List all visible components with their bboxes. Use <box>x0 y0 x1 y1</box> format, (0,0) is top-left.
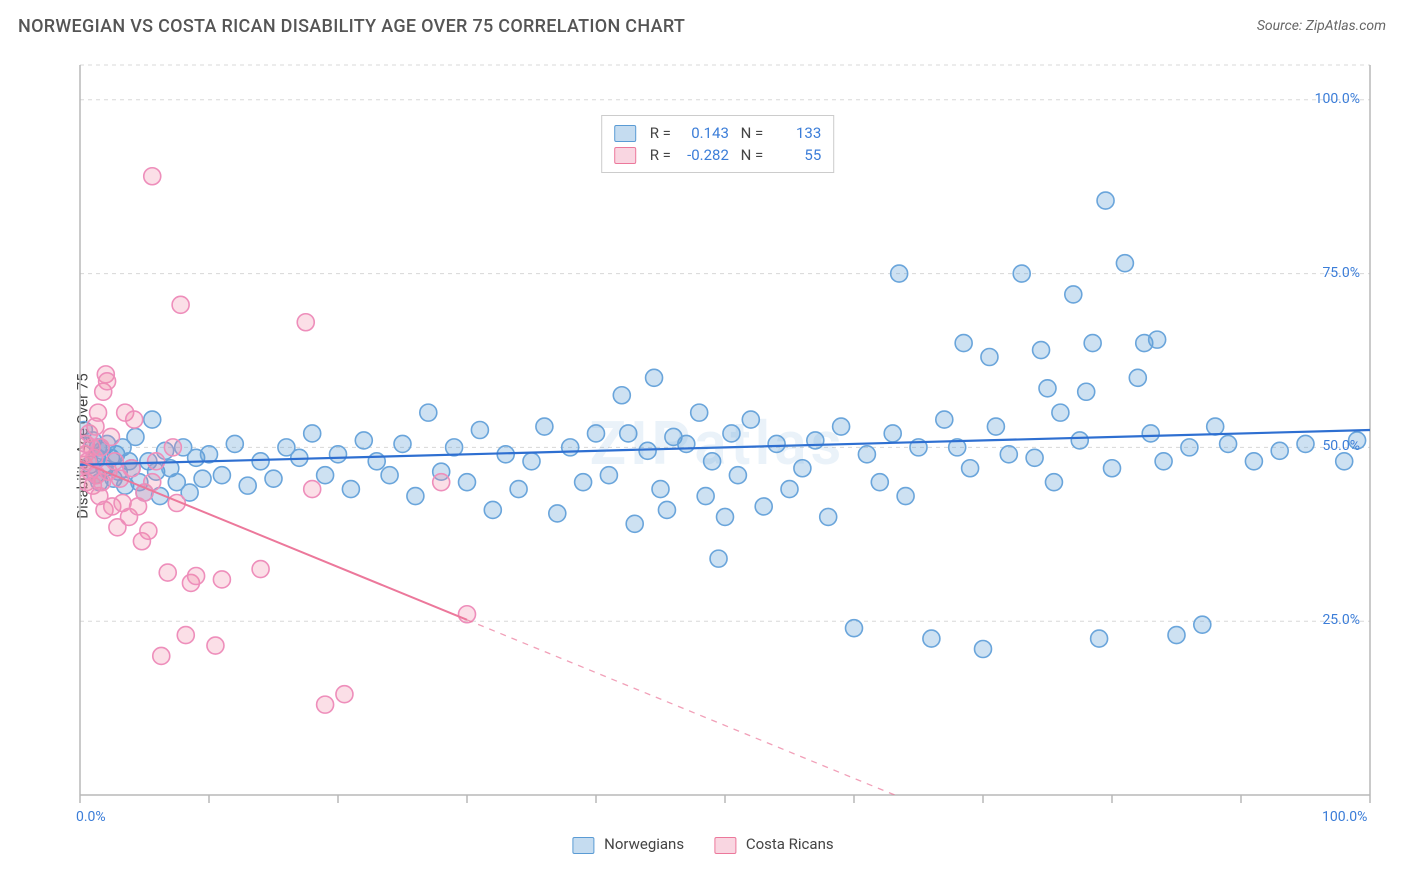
swatch-pink-icon <box>614 147 636 164</box>
scatter-chart: ZIPatlas 25.0%50.0%75.0%100.0% 0.0%100.0… <box>50 55 1385 835</box>
swatch-blue-icon <box>572 837 594 854</box>
r-value-pink: -0.282 <box>679 146 729 164</box>
y-tick-label: 100.0% <box>1315 91 1360 107</box>
y-tick-label: 75.0% <box>1322 265 1360 281</box>
x-tick-label: 100.0% <box>1322 809 1367 825</box>
chart-container: NORWEGIAN VS COSTA RICAN DISABILITY AGE … <box>0 0 1406 892</box>
series-legend: Norwegians Costa Ricans <box>572 835 833 854</box>
source-name: ZipAtlas.com <box>1306 18 1386 34</box>
r-label: R = <box>650 146 671 164</box>
swatch-blue-icon <box>614 125 636 142</box>
n-label: N = <box>737 124 763 142</box>
stats-legend: R = 0.143 N = 133 R = -0.282 N = 55 <box>601 115 835 173</box>
swatch-pink-icon <box>714 837 736 854</box>
n-label: N = <box>737 146 763 164</box>
n-value-blue: 133 <box>771 124 821 142</box>
legend-item-costaricans: Costa Ricans <box>714 835 834 854</box>
y-tick-label: 50.0% <box>1322 438 1360 454</box>
stats-row-blue: R = 0.143 N = 133 <box>614 122 822 144</box>
legend-item-norwegians: Norwegians <box>572 835 684 854</box>
r-label: R = <box>650 124 671 142</box>
stats-row-pink: R = -0.282 N = 55 <box>614 144 822 166</box>
x-tick-label: 0.0% <box>76 809 106 825</box>
y-tick-label: 25.0% <box>1322 612 1360 628</box>
source-prefix: Source: <box>1257 18 1306 34</box>
r-value-blue: 0.143 <box>679 124 729 142</box>
n-value-pink: 55 <box>771 146 821 164</box>
legend-label: Costa Ricans <box>746 835 834 853</box>
legend-label: Norwegians <box>604 835 684 853</box>
chart-title: NORWEGIAN VS COSTA RICAN DISABILITY AGE … <box>18 16 685 37</box>
source-attribution: Source: ZipAtlas.com <box>1257 18 1386 34</box>
